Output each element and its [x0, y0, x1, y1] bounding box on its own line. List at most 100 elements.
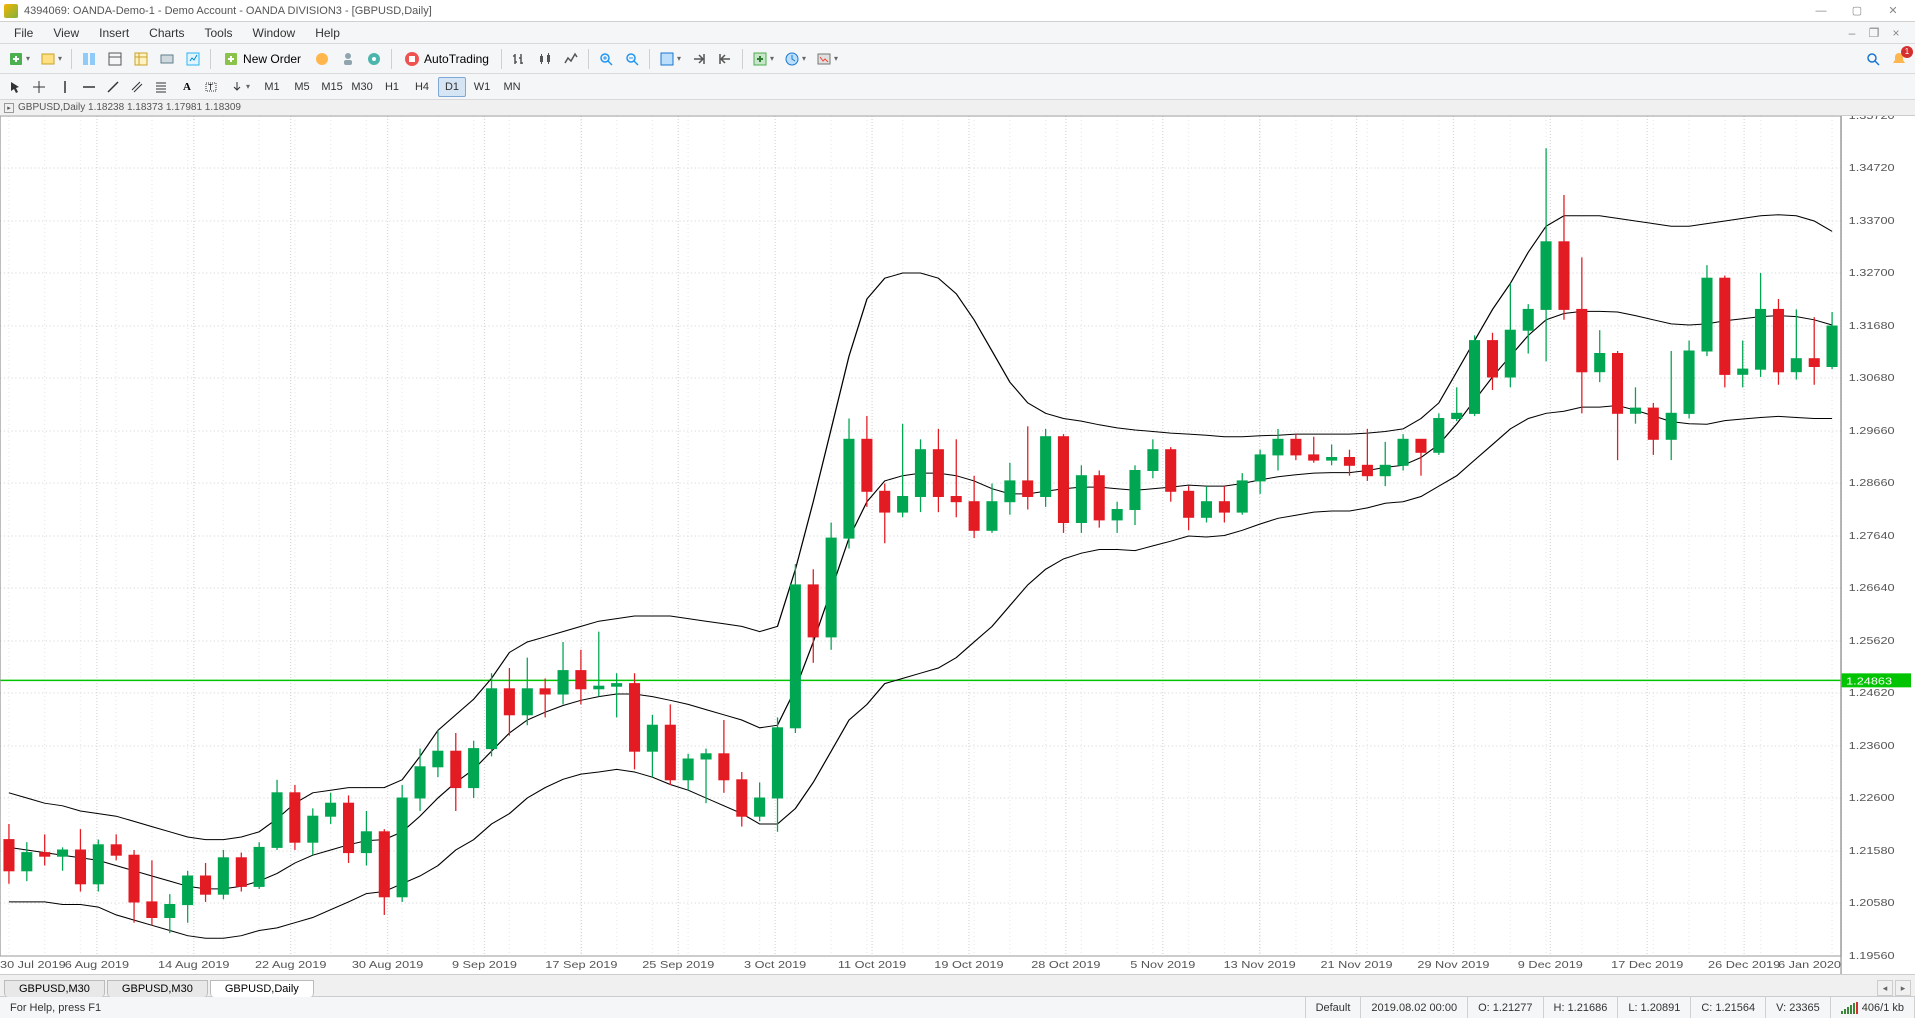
- data-window-button[interactable]: [103, 48, 127, 70]
- menu-insert[interactable]: Insert: [89, 24, 139, 42]
- svg-text:1.33700: 1.33700: [1849, 216, 1895, 226]
- strategy-tester-button[interactable]: [181, 48, 205, 70]
- minimize-button[interactable]: —: [1803, 0, 1839, 21]
- chart-tabs-bar: GBPUSD,M30GBPUSD,M30GBPUSD,Daily ◂ ▸: [0, 974, 1915, 996]
- svg-text:1.26640: 1.26640: [1849, 583, 1895, 593]
- status-connection-text: 406/1 kb: [1862, 1002, 1904, 1014]
- svg-text:1.28660: 1.28660: [1849, 478, 1895, 488]
- status-bar: For Help, press F1 Default 2019.08.02 00…: [0, 996, 1915, 1018]
- chart-expand-button[interactable]: ▸: [4, 103, 14, 113]
- timeframe-m30[interactable]: M30: [348, 77, 376, 97]
- chart-shift-left-button[interactable]: [713, 48, 737, 70]
- maximize-button[interactable]: ▢: [1839, 0, 1875, 21]
- menu-charts[interactable]: Charts: [139, 24, 194, 42]
- menu-bar: FileViewInsertChartsToolsWindowHelp – ❐ …: [0, 22, 1915, 44]
- svg-text:1.19560: 1.19560: [1849, 951, 1895, 961]
- svg-text:1.21580: 1.21580: [1849, 846, 1895, 856]
- svg-text:14 Aug 2019: 14 Aug 2019: [158, 960, 229, 970]
- timeframe-w1[interactable]: W1: [468, 77, 496, 97]
- metaquotes-button[interactable]: [310, 48, 334, 70]
- window-title: 4394069: OANDA-Demo-1 - Demo Account - O…: [24, 5, 1803, 17]
- status-time: 2019.08.02 00:00: [1361, 997, 1468, 1018]
- status-volume: V: 23365: [1766, 997, 1831, 1018]
- svg-text:21 Nov 2019: 21 Nov 2019: [1320, 960, 1392, 970]
- menu-window[interactable]: Window: [243, 24, 306, 42]
- tabs-scroll-left[interactable]: ◂: [1877, 980, 1893, 996]
- periodicity-button[interactable]: [780, 48, 810, 70]
- timeframe-m5[interactable]: M5: [288, 77, 316, 97]
- cursor-button[interactable]: [4, 76, 26, 98]
- svg-text:17 Dec 2019: 17 Dec 2019: [1611, 960, 1683, 970]
- menu-file[interactable]: File: [4, 24, 43, 42]
- svg-text:9 Sep 2019: 9 Sep 2019: [452, 960, 517, 970]
- market-watch-button[interactable]: [77, 48, 101, 70]
- mdi-close-button[interactable]: ×: [1887, 26, 1905, 40]
- svg-text:6 Jan 2020: 6 Jan 2020: [1778, 960, 1841, 970]
- svg-text:29 Nov 2019: 29 Nov 2019: [1417, 960, 1489, 970]
- status-open: O: 1.21277: [1468, 997, 1543, 1018]
- search-button[interactable]: [1861, 48, 1885, 70]
- chart-shift-button[interactable]: [687, 48, 711, 70]
- text-button[interactable]: A: [176, 76, 198, 98]
- menu-view[interactable]: View: [43, 24, 89, 42]
- indicators-button[interactable]: [748, 48, 778, 70]
- timeframe-h4[interactable]: H4: [408, 77, 436, 97]
- chart-header: ▸ GBPUSD,Daily 1.18238 1.18373 1.17981 1…: [0, 100, 1915, 116]
- svg-text:26 Dec 2019: 26 Dec 2019: [1708, 960, 1780, 970]
- mdi-minimize-button[interactable]: –: [1843, 26, 1861, 40]
- svg-text:25 Sep 2019: 25 Sep 2019: [642, 960, 714, 970]
- horizontal-line-button[interactable]: [78, 76, 100, 98]
- new-order-label: New Order: [243, 52, 301, 66]
- chart-tab-1[interactable]: GBPUSD,M30: [107, 980, 208, 997]
- vertical-line-button[interactable]: [54, 76, 76, 98]
- mdi-restore-button[interactable]: ❐: [1865, 26, 1883, 40]
- tabs-scroll-right[interactable]: ▸: [1895, 980, 1911, 996]
- fibonacci-button[interactable]: [150, 76, 172, 98]
- new-chart-button[interactable]: [4, 48, 34, 70]
- chart-canvas[interactable]: 1.357201.347201.337001.327001.316801.306…: [0, 116, 1911, 974]
- timeframe-d1[interactable]: D1: [438, 77, 466, 97]
- text-label-button[interactable]: T: [200, 76, 222, 98]
- candlestick-button[interactable]: [533, 48, 557, 70]
- timeframe-h1[interactable]: H1: [378, 77, 406, 97]
- timeframe-m1[interactable]: M1: [258, 77, 286, 97]
- navigator-button[interactable]: [129, 48, 153, 70]
- bar-chart-button[interactable]: [507, 48, 531, 70]
- profiles-button[interactable]: [36, 48, 66, 70]
- timeframe-mn[interactable]: MN: [498, 77, 526, 97]
- options-button[interactable]: [362, 48, 386, 70]
- svg-text:30 Jul 2019: 30 Jul 2019: [0, 960, 66, 970]
- terminal-button[interactable]: [155, 48, 179, 70]
- svg-text:1.35720: 1.35720: [1849, 116, 1895, 122]
- svg-text:1.24620: 1.24620: [1849, 688, 1895, 698]
- svg-text:30 Aug 2019: 30 Aug 2019: [352, 960, 423, 970]
- new-order-button[interactable]: New Order: [216, 48, 308, 70]
- svg-text:1.30680: 1.30680: [1849, 373, 1895, 383]
- crosshair-button[interactable]: [28, 76, 50, 98]
- zoom-in-button[interactable]: [594, 48, 618, 70]
- status-profile[interactable]: Default: [1306, 997, 1362, 1018]
- expert-advisors-button[interactable]: [336, 48, 360, 70]
- connection-bars-icon: [1841, 1002, 1858, 1014]
- line-chart-button[interactable]: [559, 48, 583, 70]
- svg-text:1.25620: 1.25620: [1849, 636, 1895, 646]
- close-button[interactable]: ✕: [1875, 0, 1911, 21]
- autotrading-button[interactable]: AutoTrading: [397, 48, 496, 70]
- notification-badge: 1: [1901, 46, 1913, 58]
- notifications-button[interactable]: 1: [1887, 48, 1911, 70]
- arrows-button[interactable]: [226, 76, 254, 98]
- menu-tools[interactable]: Tools: [195, 24, 243, 42]
- autotrading-label: AutoTrading: [424, 52, 489, 66]
- auto-scroll-button[interactable]: [655, 48, 685, 70]
- zoom-out-button[interactable]: [620, 48, 644, 70]
- timeframe-m15[interactable]: M15: [318, 77, 346, 97]
- status-help: For Help, press F1: [0, 997, 1306, 1018]
- chart-tab-0[interactable]: GBPUSD,M30: [4, 980, 105, 997]
- svg-text:13 Nov 2019: 13 Nov 2019: [1224, 960, 1296, 970]
- chart-area[interactable]: ▸ GBPUSD,Daily 1.18238 1.18373 1.17981 1…: [0, 100, 1915, 974]
- menu-help[interactable]: Help: [305, 24, 350, 42]
- templates-button[interactable]: [812, 48, 842, 70]
- chart-tab-2[interactable]: GBPUSD,Daily: [210, 980, 314, 997]
- trendline-button[interactable]: [102, 76, 124, 98]
- equidistant-channel-button[interactable]: [126, 76, 148, 98]
